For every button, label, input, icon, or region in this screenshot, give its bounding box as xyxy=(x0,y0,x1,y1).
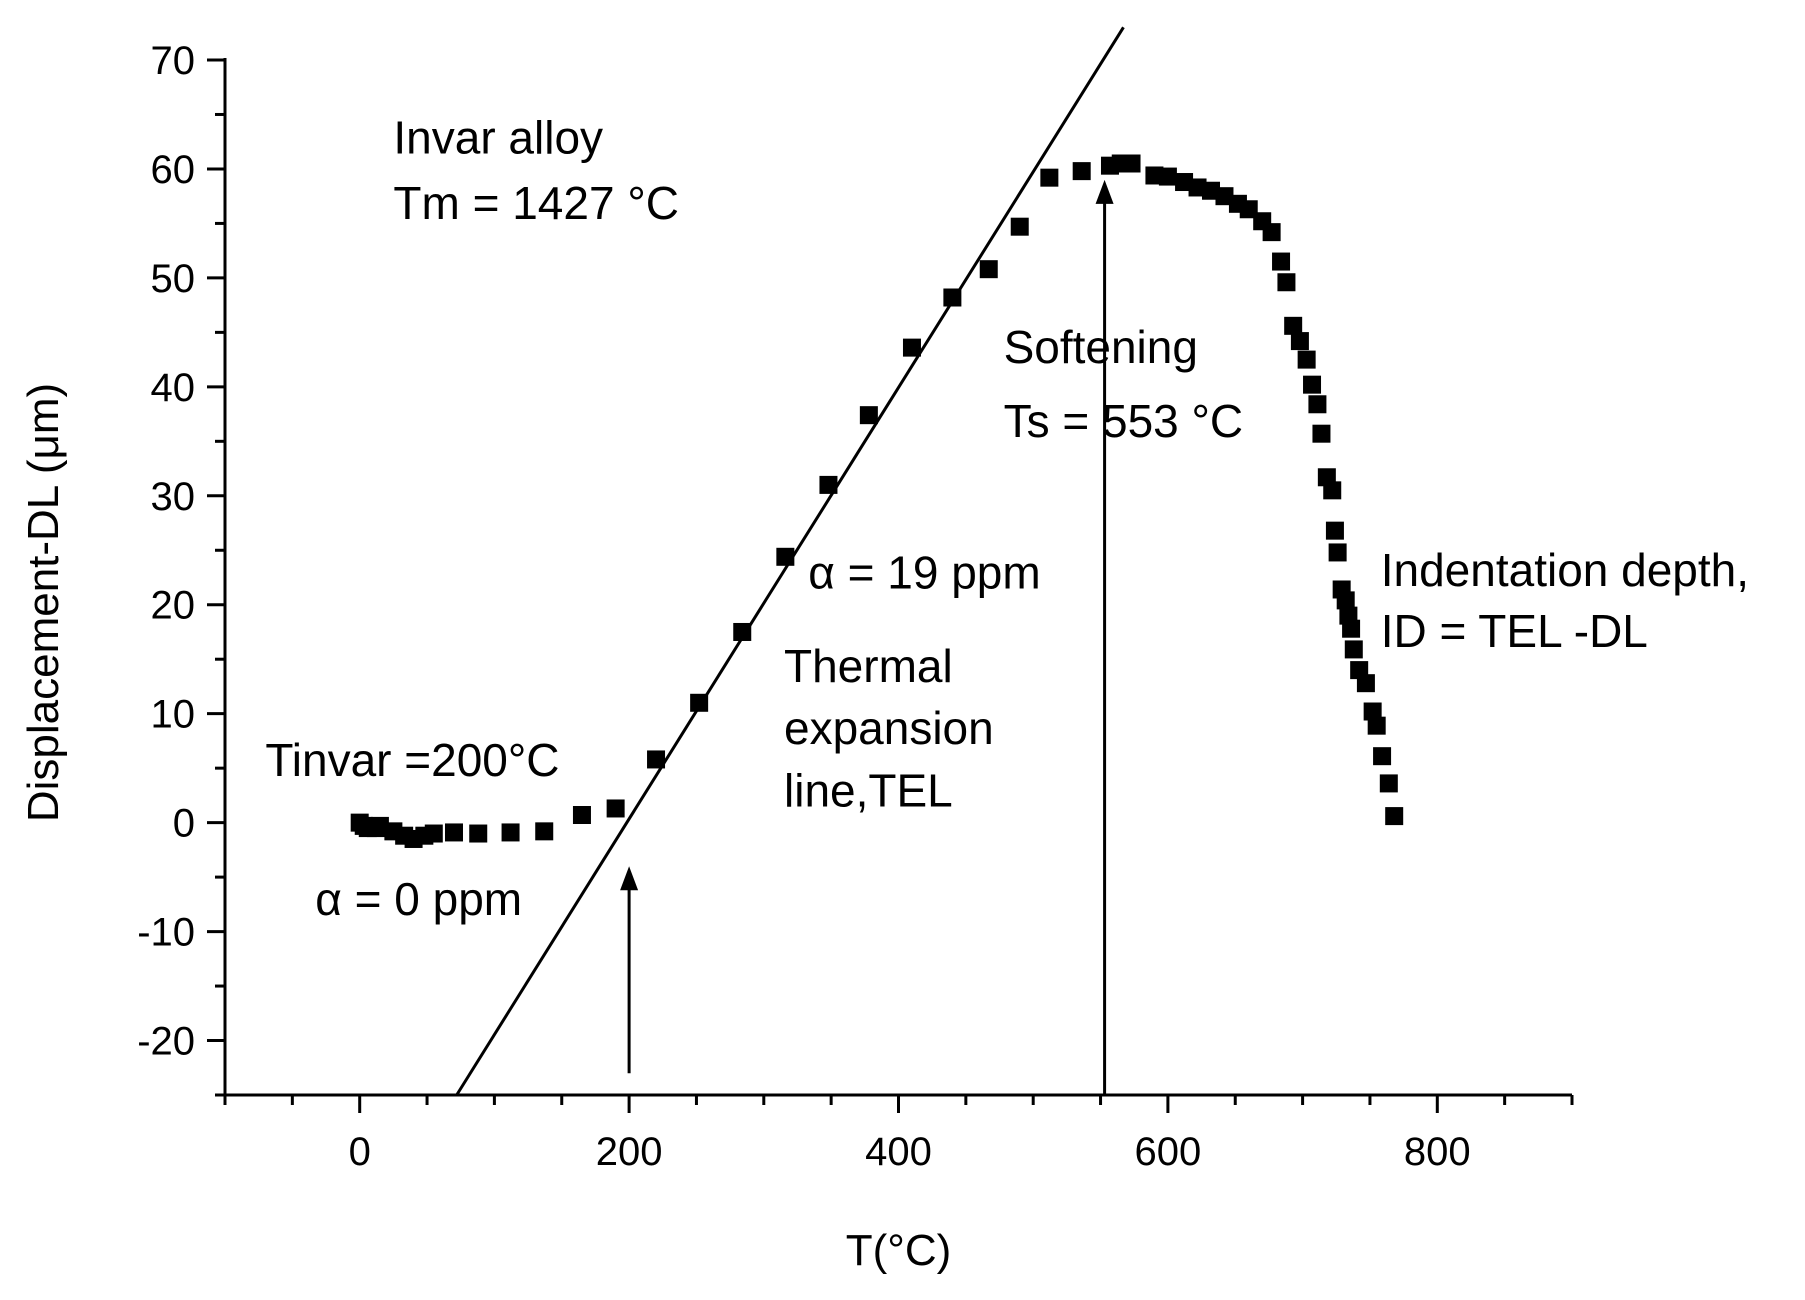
annotation-thermal: expansion xyxy=(784,702,994,754)
annotation-thermal: line,TEL xyxy=(784,764,953,816)
data-point xyxy=(1262,223,1281,242)
data-point xyxy=(1312,424,1331,443)
data-point xyxy=(647,750,666,769)
data-point xyxy=(1373,747,1392,766)
x-tick-label: 200 xyxy=(596,1130,663,1174)
axes xyxy=(207,58,1574,1113)
data-point xyxy=(1272,252,1291,271)
data-point xyxy=(1303,375,1322,394)
tick-labels: 0 200 400 600 800 -20 -10 0 10 20 30 40 50 60 70 xyxy=(137,39,1470,1174)
data-point xyxy=(1284,316,1303,335)
data-point xyxy=(1297,350,1316,369)
y-tick-label: 60 xyxy=(151,148,196,192)
data-point xyxy=(535,822,554,841)
data-point xyxy=(776,547,795,566)
data-point xyxy=(1367,716,1386,735)
data-point xyxy=(1290,332,1309,351)
data-point xyxy=(690,693,709,712)
annotation-softening: Softening xyxy=(1004,321,1198,373)
data-point xyxy=(1336,591,1355,610)
data-point xyxy=(1328,543,1347,562)
annotation-arrows xyxy=(620,179,1114,1095)
annotation-invar: Invar alloy xyxy=(393,112,603,164)
y-tick-label: -10 xyxy=(137,911,195,955)
data-point xyxy=(733,622,752,641)
annotation-indentation: ID = TEL -DL xyxy=(1381,605,1648,657)
data-point xyxy=(1122,154,1141,173)
y-tick-label: 70 xyxy=(151,39,196,83)
data-point xyxy=(943,288,962,307)
data-point xyxy=(1010,217,1029,236)
data-point xyxy=(501,823,520,842)
y-tick-label: 50 xyxy=(151,257,196,301)
data-point xyxy=(1325,521,1344,540)
x-tick-label: 0 xyxy=(349,1130,371,1174)
data-point xyxy=(1158,167,1177,186)
y-axis-title: Displacement-DL (μm) xyxy=(19,383,68,822)
x-axis-title: T(°C) xyxy=(846,1226,952,1275)
data-point xyxy=(859,406,878,425)
annotation-tinvar: Tinvar =200°C xyxy=(265,734,559,786)
y-tick-label: 30 xyxy=(151,475,196,519)
y-tick-label: 20 xyxy=(151,584,196,628)
x-tick-label: 800 xyxy=(1404,1130,1471,1174)
annotations: Invar alloy Tm = 1427 °C Softening Ts = 553… xyxy=(265,112,1749,926)
data-point xyxy=(1040,168,1059,187)
arrow-head xyxy=(620,866,639,891)
data-point xyxy=(1308,395,1327,414)
data-point xyxy=(444,823,463,842)
data-point xyxy=(1385,807,1404,826)
annotation-tm: Tm = 1427 °C xyxy=(393,177,679,229)
x-tick-label: 400 xyxy=(865,1130,932,1174)
data-point xyxy=(469,824,488,843)
data-point xyxy=(572,806,591,825)
arrow-head xyxy=(1095,179,1114,204)
data-point xyxy=(1344,640,1363,659)
data-point xyxy=(1363,702,1382,721)
data-point xyxy=(819,475,838,494)
data-point xyxy=(979,260,998,279)
annotation-alpha19: α = 19 ppm xyxy=(808,546,1040,598)
annotation-alpha0: α = 0 ppm xyxy=(315,873,522,925)
data-point xyxy=(1379,774,1398,793)
data-point xyxy=(606,799,625,818)
data-point xyxy=(1277,273,1296,292)
annotation-thermal: Thermal xyxy=(784,640,953,692)
y-tick-label: 40 xyxy=(151,366,196,410)
data-point xyxy=(1072,162,1091,181)
y-tick-label: 0 xyxy=(173,802,195,846)
data-point xyxy=(902,338,921,357)
data-point xyxy=(1356,674,1375,693)
annotation-indentation: Indentation depth, xyxy=(1381,544,1749,596)
x-tick-label: 600 xyxy=(1135,1130,1202,1174)
annotation-ts: Ts = 553 °C xyxy=(1004,395,1244,447)
data-point xyxy=(1323,481,1342,500)
y-tick-label: -20 xyxy=(137,1020,195,1064)
y-tick-label: 10 xyxy=(151,693,196,737)
data-points xyxy=(350,154,1404,848)
data-point xyxy=(1342,619,1361,638)
data-point xyxy=(424,824,443,843)
